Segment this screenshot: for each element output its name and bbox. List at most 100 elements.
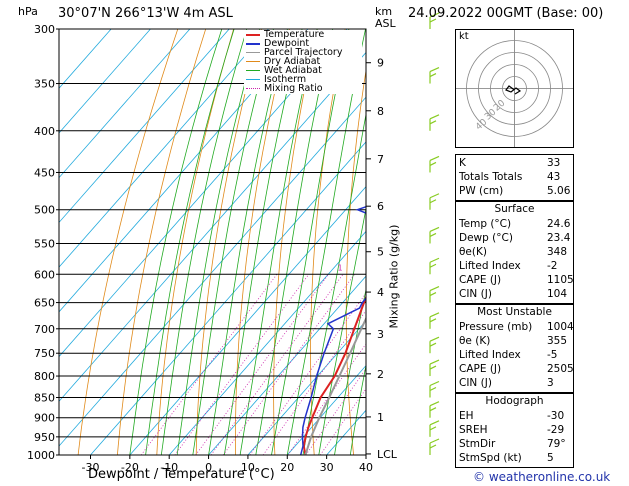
wind-barb-flag	[429, 161, 437, 167]
wind-barb-flag	[429, 73, 437, 78]
wind-barb-flag	[429, 193, 440, 199]
temp-tick-label: 0	[205, 461, 212, 474]
most-unstable-title: Most Unstable	[477, 306, 552, 318]
mu-cin-label: CIN (J)	[459, 377, 492, 389]
isotherm-line	[90, 141, 366, 455]
mixing-ratio-line	[140, 274, 278, 455]
isotherm-line	[168, 230, 366, 455]
asl-axis-unit: ASL	[375, 17, 396, 30]
mu-cin-value: 3	[547, 377, 554, 389]
series-parcel-trajectory	[304, 316, 366, 455]
mixing-ratio-line	[222, 274, 355, 455]
isotherm-line	[286, 364, 366, 455]
copyright-footer[interactable]: © weatheronline.co.uk	[473, 470, 611, 484]
pressure-tick-label: 950	[34, 431, 55, 444]
mixing-ratio-label: 1	[338, 263, 343, 272]
wind-barb-flag	[429, 155, 440, 162]
mixing-ratio-line	[174, 274, 310, 455]
wind-barb-flag	[429, 438, 440, 444]
eh-label: EH	[459, 410, 474, 422]
pressure-tick-label: 450	[34, 166, 55, 179]
hodograph-table-panel: Hodograph EH -30 SREH -29 StmDir 79° StmSpd…	[455, 393, 574, 468]
totals-value: 43	[547, 171, 561, 183]
legend-item: Temperature	[244, 30, 362, 39]
dry-adiabat-line	[624, 29, 629, 455]
mu-li-value: -5	[547, 349, 558, 361]
totals-label: Totals Totals	[459, 171, 523, 183]
km-tick-label: 8	[377, 105, 384, 118]
hodograph-plot	[456, 30, 573, 147]
legend-label: Dry Adiabat	[264, 56, 321, 67]
legend-item: Mixing Ratio	[244, 84, 362, 93]
wind-barb-flag	[429, 365, 437, 370]
series-temperature	[302, 295, 366, 455]
indices-panel: K 33 Totals Totals 43 PW (cm) 5.06	[455, 154, 574, 201]
km-tick-label: 7	[377, 153, 384, 166]
km-tick-label: 1	[377, 411, 384, 424]
legend-item: Isotherm	[244, 75, 362, 84]
temp-tick-label: 30	[320, 461, 334, 474]
mixing-ratio-line	[249, 292, 366, 455]
pressure-tick-label: 550	[34, 237, 55, 250]
isotherm-line	[129, 186, 366, 455]
legend-swatch	[246, 88, 260, 89]
chart-legend: Temperature Dewpoint Parcel Trajectory Dry …	[244, 30, 362, 94]
pressure-tick-label: 650	[34, 297, 55, 310]
wet-adiabat-line	[349, 363, 366, 455]
wind-barb-flag	[429, 444, 437, 449]
pressure-tick-label: 700	[34, 323, 55, 336]
wind-barb-flag	[429, 380, 440, 387]
isotherm-line	[59, 29, 309, 313]
temp-tick-label: -20	[121, 461, 139, 474]
pressure-tick-label: 1000	[27, 449, 55, 462]
hodograph-unit: kt	[459, 31, 469, 42]
pressure-tick-label: 500	[34, 204, 55, 217]
surface-dewp-label: Dewp (°C)	[459, 232, 513, 244]
mixing-ratio-label: 2	[373, 263, 378, 272]
mixing-ratio-label: 8	[446, 263, 451, 272]
surface-temp-label: Temp (°C)	[459, 218, 512, 230]
eh-value: -30	[547, 410, 565, 422]
surface-thetae-value: 348	[547, 246, 568, 258]
stmspd-value: 5	[547, 452, 554, 464]
k-index-value: 33	[547, 157, 561, 169]
km-tick-label: LCL	[377, 448, 398, 461]
legend-label: Temperature	[264, 29, 325, 40]
dry-adiabat-line	[156, 29, 234, 455]
wind-barb-flag	[429, 263, 437, 268]
legend-item: Dry Adiabat	[244, 57, 362, 66]
wind-barb-flag	[429, 226, 440, 233]
mixing-ratio-line	[195, 274, 329, 455]
legend-swatch	[246, 61, 260, 62]
sreh-label: SREH	[459, 424, 488, 436]
legend-swatch	[246, 34, 260, 36]
wind-barb-flag	[429, 312, 440, 318]
wet-adiabat-line	[365, 452, 366, 455]
wet-adiabat-line	[145, 29, 235, 455]
hpa-axis-unit: hPa	[18, 5, 38, 18]
pressure-tick-label: 400	[34, 125, 55, 138]
wind-barb-flag	[429, 120, 437, 125]
legend-swatch	[246, 70, 260, 71]
legend-label: Parcel Trajectory	[264, 47, 343, 58]
wind-barb-flag	[429, 342, 437, 347]
temp-tick-label: -10	[160, 461, 178, 474]
surface-dewp-value: 23.4	[547, 232, 571, 244]
isotherm-line	[59, 96, 366, 447]
mu-li-label: Lifted Index	[459, 349, 521, 361]
k-index-label: K	[459, 157, 466, 169]
wind-barb-flag	[429, 318, 437, 323]
wet-adiabat-line	[160, 29, 248, 455]
surface-cape-value: 1105	[547, 274, 574, 286]
wind-barb-flag	[429, 18, 437, 23]
isotherm-line	[59, 29, 191, 179]
legend-label: Isotherm	[264, 74, 307, 85]
surface-cin-label: CIN (J)	[459, 288, 492, 300]
isotherm-line	[247, 320, 366, 455]
wind-barb-flag	[429, 12, 440, 18]
legend-label: Mixing Ratio	[264, 83, 323, 94]
legend-item: Wet Adiabat	[244, 66, 362, 75]
series-dewpoint	[299, 205, 366, 455]
legend-item: Dewpoint	[244, 39, 362, 48]
